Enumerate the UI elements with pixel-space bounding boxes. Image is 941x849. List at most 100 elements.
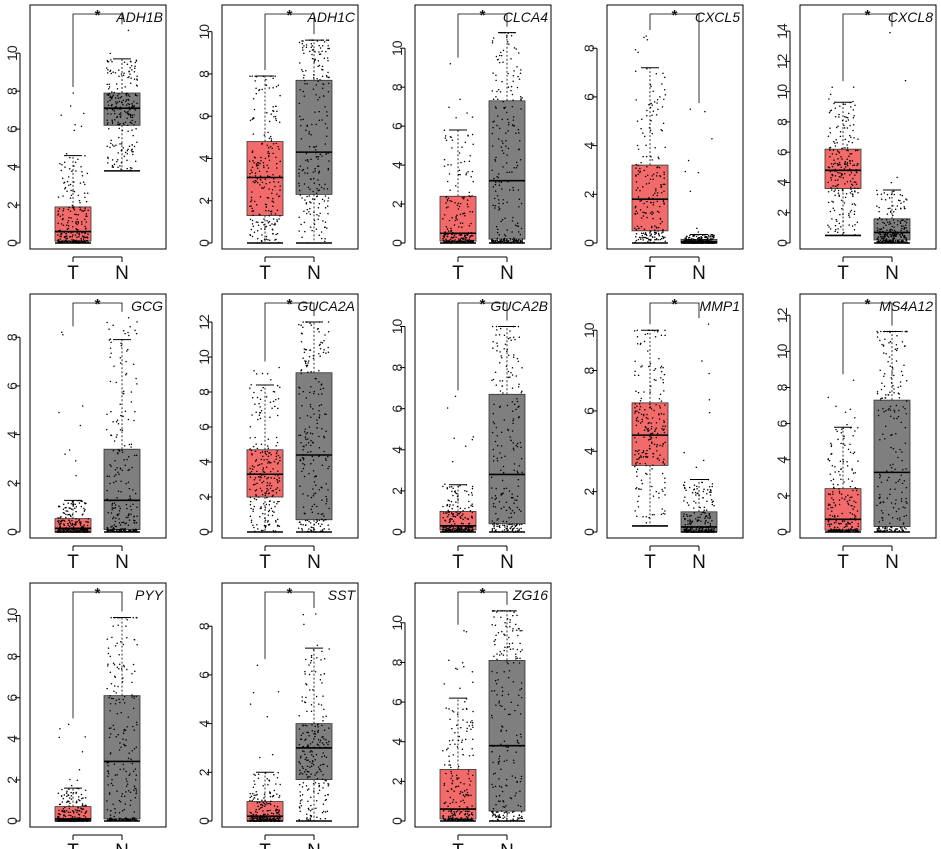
gene-label: ADH1B <box>115 9 163 25</box>
data-point <box>708 514 711 517</box>
data-point <box>447 513 450 516</box>
data-point <box>250 199 253 201</box>
data-point <box>112 166 115 168</box>
data-point <box>830 186 832 189</box>
data-point <box>662 443 665 445</box>
data-point <box>128 95 131 98</box>
data-point <box>60 233 62 236</box>
data-point <box>644 211 646 214</box>
data-point <box>323 339 325 342</box>
data-point <box>846 500 848 503</box>
data-point <box>654 147 656 149</box>
y-tick-label: 0 <box>581 239 597 247</box>
data-point <box>261 221 263 224</box>
data-point <box>68 513 70 516</box>
data-point <box>321 393 323 395</box>
data-point <box>127 469 129 471</box>
data-point <box>124 527 126 530</box>
data-point <box>310 46 313 48</box>
data-point <box>513 469 515 471</box>
data-point <box>109 52 112 55</box>
data-point <box>66 180 69 183</box>
group-label-n: N <box>692 263 706 284</box>
data-point <box>275 445 277 447</box>
data-point <box>298 230 300 232</box>
data-point <box>496 195 499 197</box>
data-point <box>268 188 270 190</box>
data-point <box>660 412 663 415</box>
data-point <box>651 114 653 116</box>
data-point <box>899 233 901 236</box>
data-point <box>113 530 116 532</box>
data-point <box>461 525 464 527</box>
data-point <box>637 500 639 503</box>
data-point <box>134 93 137 96</box>
data-point <box>836 220 838 223</box>
data-point <box>905 237 907 239</box>
data-point <box>498 184 501 187</box>
data-point <box>510 58 512 60</box>
data-point <box>311 505 314 508</box>
data-point <box>520 510 522 512</box>
data-point <box>463 238 465 240</box>
data-point <box>664 76 666 79</box>
data-point <box>690 238 693 241</box>
data-point <box>131 129 133 131</box>
data-point <box>83 192 86 194</box>
data-point <box>508 121 510 124</box>
data-points <box>827 379 859 533</box>
data-point <box>500 51 502 54</box>
data-point <box>301 333 303 335</box>
data-point <box>263 238 266 240</box>
data-point <box>83 239 86 242</box>
data-point <box>459 173 461 176</box>
data-point <box>837 189 840 192</box>
data-point <box>500 238 503 241</box>
data-point <box>278 218 280 220</box>
data-point <box>635 239 638 242</box>
data-point <box>508 240 510 242</box>
data-point <box>80 526 83 529</box>
data-point <box>466 241 469 243</box>
data-point <box>501 530 504 532</box>
data-point <box>114 520 117 523</box>
data-point <box>128 519 131 521</box>
data-point <box>711 520 713 522</box>
data-point <box>500 220 502 223</box>
data-point <box>312 495 315 497</box>
data-point <box>67 522 69 525</box>
data-point <box>683 529 686 531</box>
data-point <box>447 499 449 501</box>
data-point <box>852 124 855 126</box>
data-point <box>136 102 138 104</box>
data-point <box>327 455 329 458</box>
data-point <box>327 47 329 50</box>
plot-frame <box>606 293 744 539</box>
data-point <box>255 443 257 445</box>
data-point <box>683 530 686 533</box>
data-point <box>882 221 884 224</box>
data-point <box>635 99 637 101</box>
data-point <box>66 510 69 512</box>
data-point <box>319 47 322 49</box>
data-point <box>832 149 835 152</box>
y-tick-label: 0 <box>774 528 790 536</box>
data-point <box>264 203 267 206</box>
box-iqr <box>488 393 526 525</box>
data-point <box>844 138 847 141</box>
data-point <box>638 449 640 452</box>
data-point <box>447 230 450 232</box>
data-point <box>77 194 80 197</box>
data-point <box>327 39 330 41</box>
data-point <box>846 465 849 467</box>
data-point <box>74 524 76 526</box>
data-point <box>119 116 122 118</box>
data-point <box>448 173 451 175</box>
data-point <box>119 529 121 531</box>
data-point <box>689 523 692 526</box>
data-point <box>125 482 127 485</box>
significance-bracket <box>649 302 700 325</box>
data-point <box>663 463 666 465</box>
data-point <box>830 176 832 179</box>
data-point <box>832 493 834 495</box>
